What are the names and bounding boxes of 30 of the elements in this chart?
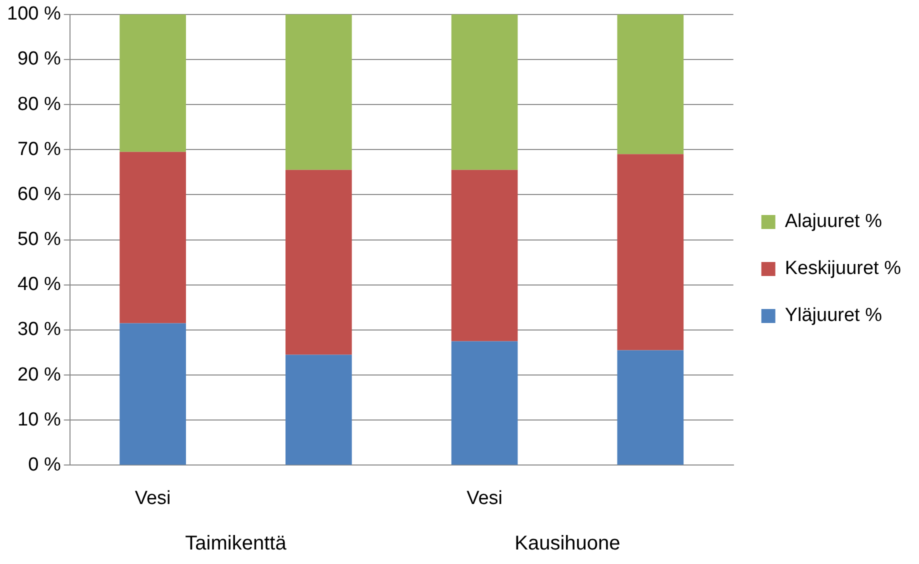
bar <box>120 14 186 152</box>
bar <box>617 350 684 465</box>
bar <box>617 14 684 154</box>
y-tick-label: 0 % <box>28 454 61 476</box>
bar <box>286 170 352 355</box>
bar <box>120 323 186 465</box>
text: Kausihuone <box>514 532 620 555</box>
y-tick-label: 70 % <box>18 138 61 160</box>
x-tick-label: Vesi <box>466 488 502 509</box>
bar <box>286 14 352 170</box>
y-tick-label: 60 % <box>18 184 61 205</box>
y-tick-label: 90 % <box>18 48 61 70</box>
y-tick-label: 100 % <box>7 4 61 25</box>
bar <box>286 354 352 465</box>
bar <box>451 170 518 342</box>
x-tick-label: Vesi <box>134 488 171 509</box>
y-tick-label: 20 % <box>18 364 61 386</box>
legend-label: Alajuuret % <box>784 211 882 232</box>
bar <box>451 14 518 170</box>
legend-label: Yläjuuret % <box>784 305 882 326</box>
y-tick-label: 80 % <box>18 94 61 115</box>
legend-label: Keskijuuret % <box>784 258 902 280</box>
y-tick-label: 50 % <box>18 229 61 250</box>
y-tick-label: 10 % <box>18 409 61 430</box>
y-tick-label: 40 % <box>18 274 61 296</box>
bar <box>617 154 684 350</box>
text: Taimikenttä <box>185 532 288 555</box>
y-tick-label: 30 % <box>18 319 61 340</box>
bar <box>120 152 186 324</box>
bar <box>451 341 518 465</box>
